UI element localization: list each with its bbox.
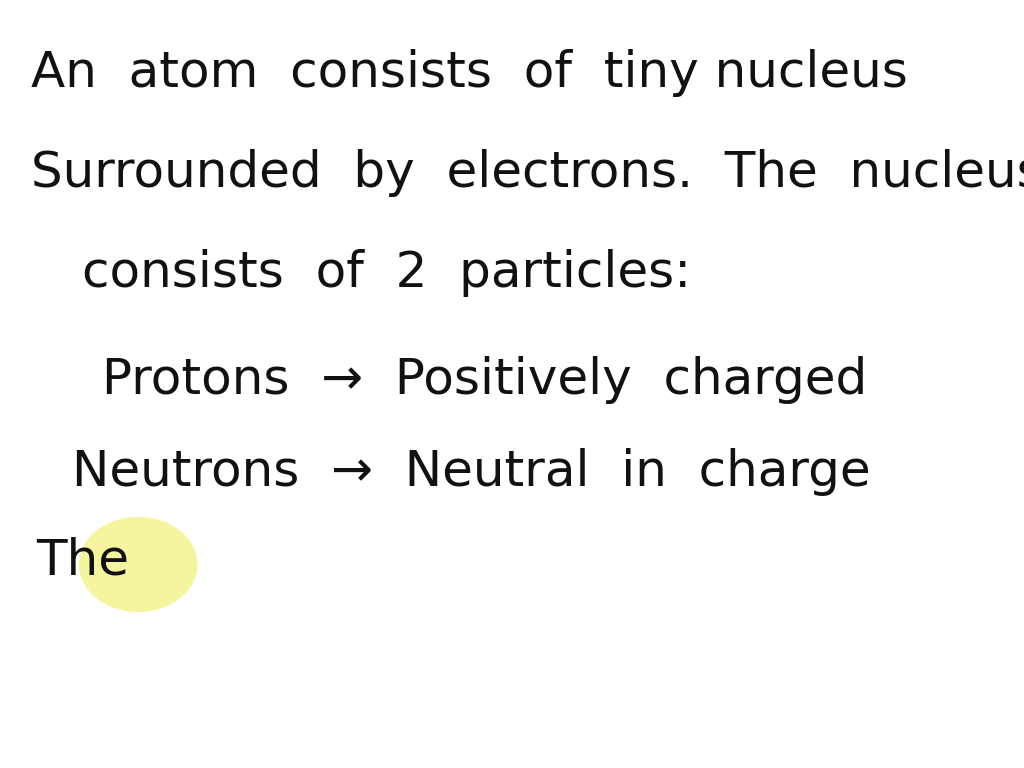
Ellipse shape (79, 517, 198, 612)
Text: Surrounded  by  electrons.  The  nucleus: Surrounded by electrons. The nucleus (31, 149, 1024, 197)
Text: The: The (36, 537, 129, 584)
Text: Protons  →  Positively  charged: Protons → Positively charged (102, 356, 867, 404)
Text: Neutrons  →  Neutral  in  charge: Neutrons → Neutral in charge (72, 449, 870, 496)
Text: An  atom  consists  of  tiny nucleus: An atom consists of tiny nucleus (31, 49, 907, 97)
Text: consists  of  2  particles:: consists of 2 particles: (82, 249, 691, 296)
